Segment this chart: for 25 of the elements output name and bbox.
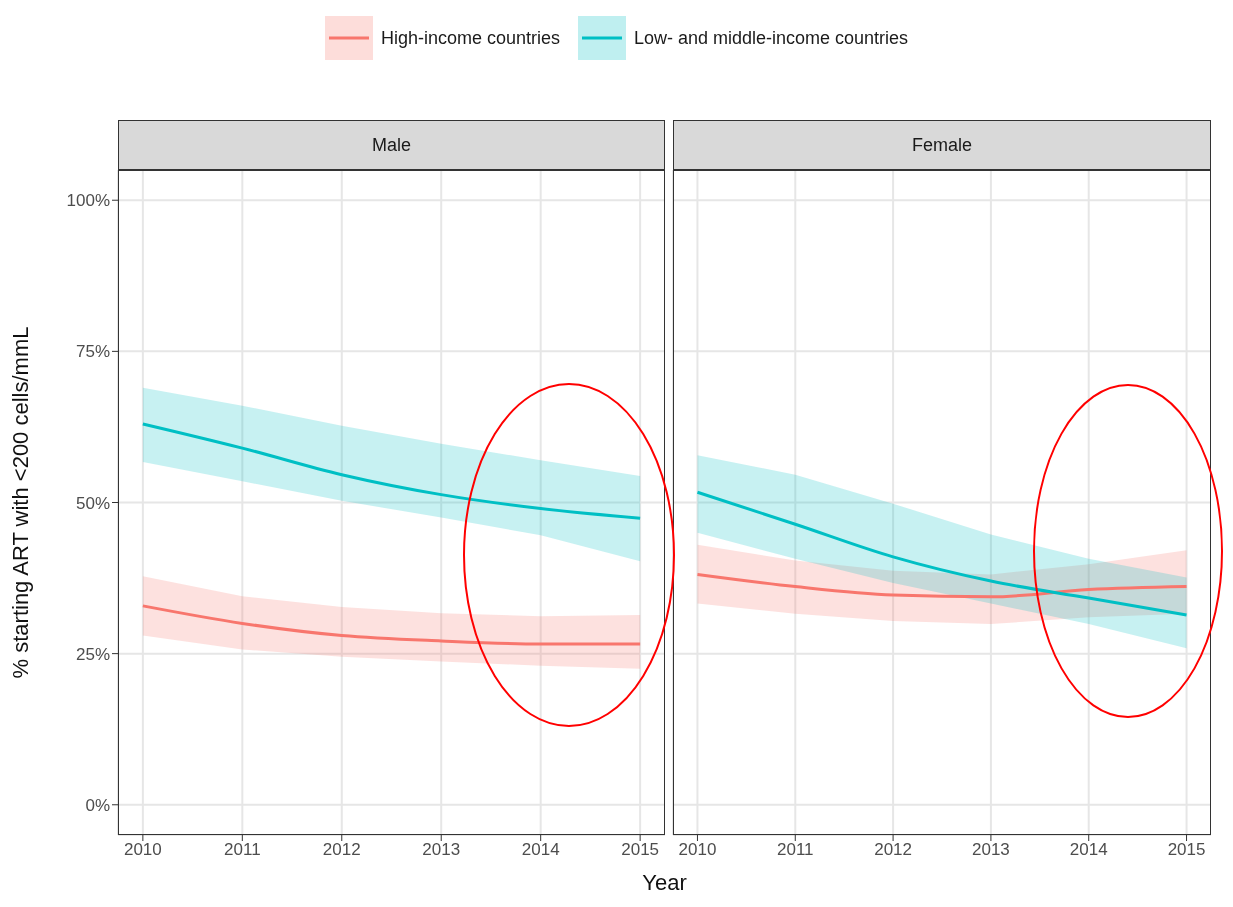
y-tick-label: 75%	[75, 342, 110, 362]
x-tick-label: 2010	[123, 840, 162, 860]
chart-title: Female	[911, 134, 973, 156]
line-series	[141, 604, 642, 646]
x-tick-label: 2015	[621, 840, 660, 860]
y-tick-label: 0%	[85, 795, 110, 815]
y-tick-label: 100%	[66, 191, 110, 211]
x-tick-label: 2013	[971, 840, 1010, 860]
x-tick-label: 2011	[224, 840, 261, 860]
x-tick-label: 2011	[776, 840, 814, 860]
legend-label: Low- and middle-income countries	[633, 27, 909, 49]
x-tick-label: 2014	[521, 840, 560, 860]
x-tick-label: 2012	[874, 840, 913, 860]
x-tick-label: 2012	[322, 840, 361, 860]
x-tick-label: 2015	[1167, 840, 1206, 860]
y-tick-label: 50%	[75, 493, 110, 513]
x-tick-label: 2014	[1069, 840, 1108, 860]
legend-label: High-income countries	[380, 27, 560, 49]
x-axis-title: Year	[641, 870, 688, 896]
line-series	[141, 422, 642, 520]
y-axis-title: % starting ART with <200 cells/mmL	[7, 326, 33, 679]
x-tick-label: 2013	[422, 840, 461, 860]
y-tick-label: 25%	[75, 644, 110, 664]
x-tick-label: 2010	[678, 840, 717, 860]
chart-title: Male	[371, 134, 411, 156]
